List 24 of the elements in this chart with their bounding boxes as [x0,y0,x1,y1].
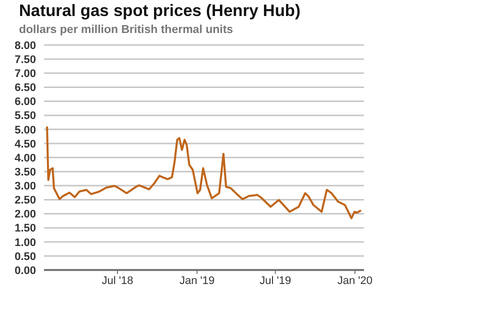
x-tick-label: Jan '19 [180,274,215,287]
x-tick-label: Jul '19 [260,274,292,287]
y-tick-label: 8.00 [14,40,36,52]
x-tick-label: Jul '18 [102,274,134,287]
x-tick-label: Jan '20 [337,274,372,287]
y-tick-label: 0.50 [14,250,36,263]
y-tick-label: 5.50 [14,110,36,122]
y-tick-label: 2.00 [14,208,36,221]
y-tick-label: 3.00 [14,180,36,193]
y-tick-label: 7.50 [14,54,36,66]
y-tick-label: 3.50 [14,166,36,178]
y-tick-label: 5.00 [14,124,36,136]
y-axis-title: dollars per million British thermal units [19,24,234,36]
y-tick-label: 6.50 [14,82,36,94]
line-series [46,126,362,220]
y-tick-label: 1.00 [14,236,36,249]
y-tick-label: 4.50 [14,138,36,150]
chart-title: Natural gas spot prices (Henry Hub) [19,2,300,21]
y-tick-label: 2.50 [14,194,36,207]
y-tick-label: 7.00 [14,68,36,80]
y-tick-label: 6.00 [14,96,36,108]
y-tick-label: 4.00 [14,152,36,164]
y-tick-label: 0.00 [14,264,36,277]
y-tick-label: 1.50 [14,222,36,235]
